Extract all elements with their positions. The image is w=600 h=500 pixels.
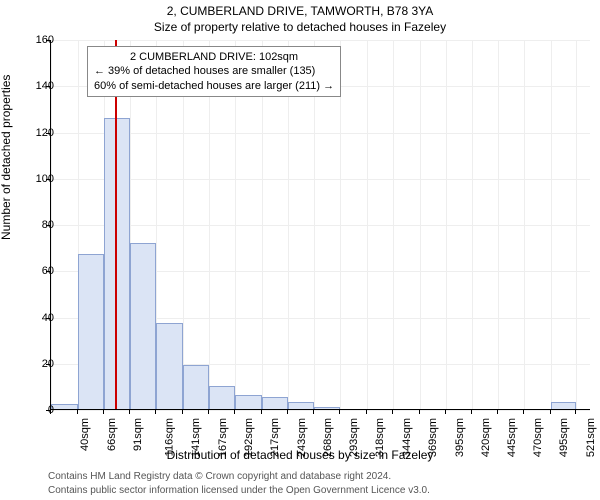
x-tick-mark [155, 410, 156, 414]
x-tick-mark [77, 410, 78, 414]
annotation-line1: 2 CUMBERLAND DRIVE: 102sqm [94, 50, 334, 64]
title-sub: Size of property relative to detached ho… [0, 20, 600, 34]
y-tick-label: 0 [14, 404, 54, 416]
x-tick-mark [392, 410, 393, 414]
annotation-line3: 60% of semi-detached houses are larger (… [94, 79, 334, 93]
annotation-box: 2 CUMBERLAND DRIVE: 102sqm ← 39% of deta… [87, 46, 341, 97]
y-tick-label: 140 [14, 80, 54, 92]
x-tick-mark [419, 410, 420, 414]
x-tick-mark [103, 410, 104, 414]
histogram-bar [551, 402, 577, 409]
histogram-bar [183, 365, 209, 409]
gridline-horizontal [51, 40, 590, 41]
x-tick-mark [313, 410, 314, 414]
gridline-horizontal [51, 410, 590, 411]
x-tick-mark [287, 410, 288, 414]
y-axis-label: Number of detached properties [0, 75, 13, 240]
x-tick-mark [523, 410, 524, 414]
x-tick-mark [234, 410, 235, 414]
x-tick-mark [261, 410, 262, 414]
x-tick-mark [50, 410, 51, 414]
gridline-vertical [367, 40, 368, 409]
histogram-bar [156, 323, 183, 409]
footer-line1: Contains HM Land Registry data © Crown c… [48, 471, 391, 482]
histogram-bar [262, 397, 288, 409]
gridline-vertical [420, 40, 421, 409]
y-tick-label: 20 [14, 358, 54, 370]
gridline-vertical [524, 40, 525, 409]
x-tick-mark [208, 410, 209, 414]
histogram-bar [51, 404, 78, 409]
histogram-bar [314, 407, 340, 409]
gridline-horizontal [51, 179, 590, 180]
gridline-vertical [446, 40, 447, 409]
x-tick-mark [182, 410, 183, 414]
y-tick-label: 100 [14, 173, 54, 185]
gridline-vertical [576, 40, 577, 409]
x-tick-mark [129, 410, 130, 414]
gridline-vertical [498, 40, 499, 409]
plot-area: 2 CUMBERLAND DRIVE: 102sqm ← 39% of deta… [50, 40, 590, 410]
x-tick-label: 91sqm [132, 418, 144, 451]
histogram-bar [209, 386, 235, 409]
histogram-bar [235, 395, 262, 409]
x-tick-mark [550, 410, 551, 414]
histogram-bar [130, 243, 156, 410]
x-tick-mark [445, 410, 446, 414]
footer-line2: Contains public sector information licen… [48, 485, 430, 496]
x-tick-label: 40sqm [79, 418, 91, 451]
x-tick-mark [339, 410, 340, 414]
y-tick-label: 80 [14, 219, 54, 231]
y-tick-label: 40 [14, 312, 54, 324]
histogram-bar [288, 402, 314, 409]
x-tick-mark [575, 410, 576, 414]
gridline-horizontal [51, 133, 590, 134]
gridline-vertical [472, 40, 473, 409]
title-main: 2, CUMBERLAND DRIVE, TAMWORTH, B78 3YA [0, 4, 600, 18]
gridline-horizontal [51, 225, 590, 226]
x-tick-mark [471, 410, 472, 414]
x-tick-mark [497, 410, 498, 414]
y-tick-label: 60 [14, 265, 54, 277]
y-tick-label: 160 [14, 34, 54, 46]
chart-container: 2, CUMBERLAND DRIVE, TAMWORTH, B78 3YA S… [0, 0, 600, 500]
x-tick-mark [366, 410, 367, 414]
gridline-vertical [393, 40, 394, 409]
gridline-vertical [551, 40, 552, 409]
x-tick-label: 66sqm [106, 418, 118, 451]
x-axis-label: Distribution of detached houses by size … [0, 448, 600, 462]
histogram-bar [78, 254, 104, 409]
y-tick-label: 120 [14, 127, 54, 139]
annotation-line2: ← 39% of detached houses are smaller (13… [94, 64, 334, 78]
